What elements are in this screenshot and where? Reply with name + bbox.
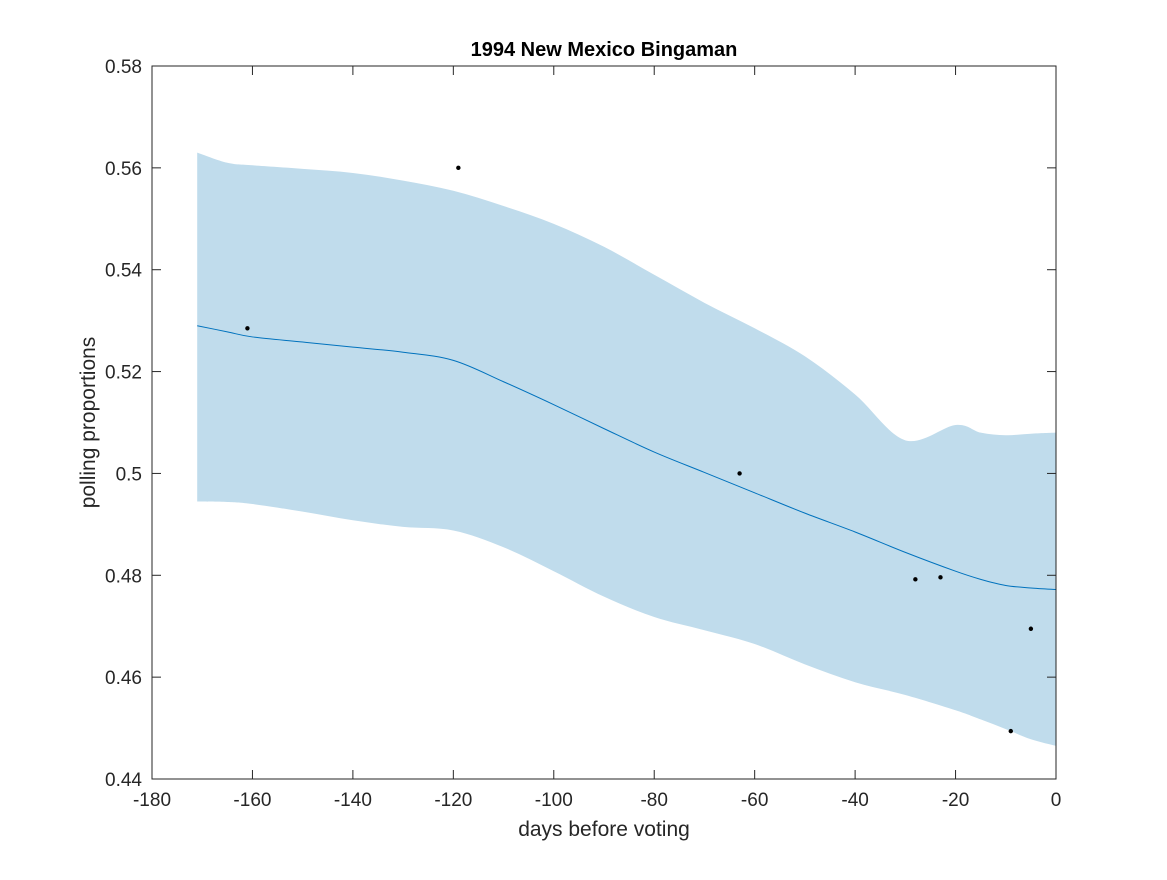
x-tick-label: -80 xyxy=(640,790,667,811)
data-point xyxy=(938,575,943,580)
data-point xyxy=(456,165,461,171)
y-tick-label: 0.5 xyxy=(116,464,142,485)
ticks-layer: -180 -160 -140 -120 -100 -80 -60 -40 -20 0 0.44 0.4… xyxy=(105,57,1061,811)
y-tick-label: 0.56 xyxy=(105,159,142,180)
data-point xyxy=(913,577,918,582)
x-axis-label: days before voting xyxy=(518,818,690,841)
chart-title: 1994 New Mexico Bingaman xyxy=(471,39,738,61)
confidence-band xyxy=(197,152,1056,746)
y-tick-label: 0.58 xyxy=(105,57,142,78)
y-tick-label: 0.54 xyxy=(105,261,142,282)
x-tick-label: -120 xyxy=(434,790,472,811)
data-points-layer xyxy=(245,165,1034,734)
y-tick-label: 0.48 xyxy=(105,566,142,587)
y-tick-label: 0.44 xyxy=(105,770,142,791)
confidence-band-layer xyxy=(197,152,1056,746)
data-point xyxy=(1008,728,1013,734)
fit-line-layer xyxy=(197,325,1057,591)
data-point xyxy=(1028,626,1034,631)
data-point xyxy=(737,471,742,476)
x-tick-label: -40 xyxy=(841,790,868,811)
axes-box xyxy=(151,65,1057,780)
x-tick-label: -20 xyxy=(942,790,969,811)
y-tick-label: 0.46 xyxy=(105,668,142,689)
y-tick-label: 0.52 xyxy=(105,363,142,384)
x-tick-label: 0 xyxy=(1051,790,1062,811)
x-tick-label: -100 xyxy=(535,790,573,811)
x-tick-label: -60 xyxy=(741,790,768,811)
x-tick-label: -180 xyxy=(133,790,171,811)
x-tick-label: -160 xyxy=(233,790,271,811)
y-axis-label: polling proportions xyxy=(77,337,100,509)
x-tick-label: -140 xyxy=(334,790,372,811)
fit-line xyxy=(197,325,1057,591)
data-point xyxy=(245,326,250,331)
